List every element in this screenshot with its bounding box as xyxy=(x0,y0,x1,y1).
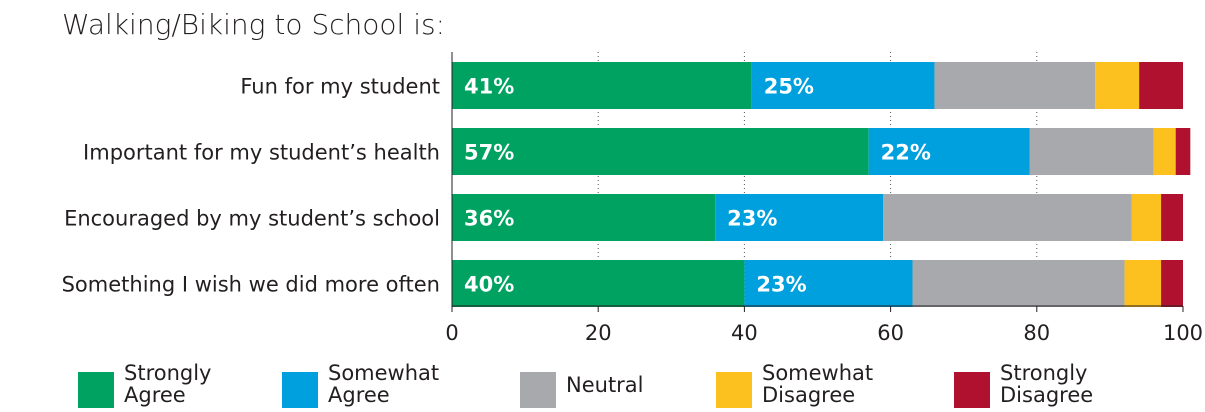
legend-label: Strongly Disagree xyxy=(1000,361,1094,407)
bar-segment xyxy=(452,62,752,109)
chart-title: Walking/Biking to School is: xyxy=(62,8,446,41)
x-tick-label: 20 xyxy=(585,321,612,345)
x-tick-label: 100 xyxy=(1163,321,1203,345)
bar-segment xyxy=(883,194,1132,241)
legend-swatch xyxy=(520,372,556,408)
bar-segment xyxy=(452,260,745,307)
data-label: 23% xyxy=(727,207,777,231)
bar-segment xyxy=(1161,260,1183,307)
data-label: 57% xyxy=(464,141,514,165)
bar-segment xyxy=(1161,194,1183,241)
bar-segment xyxy=(452,128,869,175)
legend-swatch xyxy=(282,372,318,408)
bar-segment xyxy=(1175,128,1191,175)
data-label: 25% xyxy=(764,75,814,99)
x-tick-label: 60 xyxy=(877,321,904,345)
legend-swatch xyxy=(954,372,990,408)
stacked-bar-chart: 41% 25% Fun for my student 57% 22% Important … xyxy=(62,52,1203,345)
legend-label: Somewhat Agree xyxy=(328,361,440,407)
x-tick-label: 0 xyxy=(445,321,458,345)
legend-swatch xyxy=(716,372,752,408)
category-label: Fun for my student xyxy=(240,75,440,99)
data-label: 40% xyxy=(464,273,514,297)
legend-label: Somewhat Disagree xyxy=(762,361,874,407)
category-label: Important for my student’s health xyxy=(83,141,440,165)
bar-segment xyxy=(1131,194,1162,241)
x-tick-label: 80 xyxy=(1023,321,1050,345)
x-tick-label: 40 xyxy=(731,321,758,345)
bar-segment xyxy=(1029,128,1154,175)
category-label: Encouraged by my student’s school xyxy=(64,207,440,231)
bar-segment xyxy=(744,260,913,307)
bar-segment xyxy=(1153,128,1176,175)
bar-segment xyxy=(1095,62,1140,109)
bar-segment xyxy=(452,194,716,241)
bar-segment xyxy=(1124,260,1162,307)
category-label: Something I wish we did more often xyxy=(62,273,440,297)
legend-label: Neutral xyxy=(566,373,644,397)
bar-segment xyxy=(912,260,1125,307)
data-label: 36% xyxy=(464,207,514,231)
bar-segment xyxy=(715,194,884,241)
data-label: 41% xyxy=(464,75,514,99)
legend-label: Strongly Agree xyxy=(124,361,212,407)
legend-swatch xyxy=(78,372,114,408)
bar-segment xyxy=(868,128,1030,175)
bar-segment xyxy=(1139,62,1183,109)
bar-segment xyxy=(934,62,1096,109)
data-label: 22% xyxy=(881,141,931,165)
data-label: 23% xyxy=(756,273,806,297)
bar-segment xyxy=(751,62,935,109)
